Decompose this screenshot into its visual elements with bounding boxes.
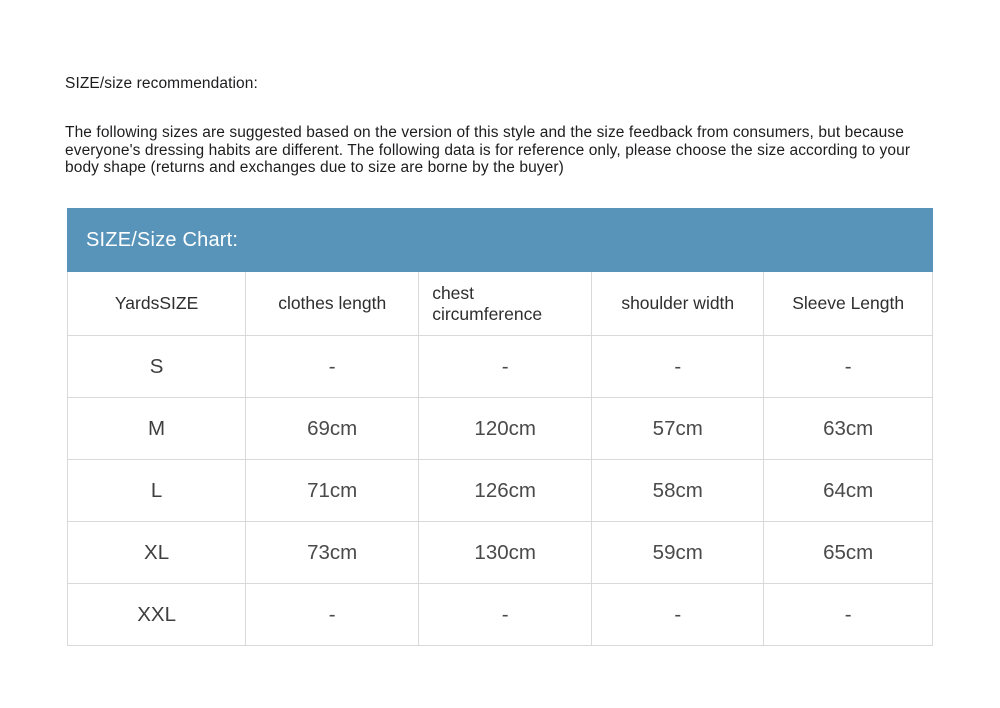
size-chart-title-bar: SIZE/Size Chart: <box>67 208 933 272</box>
chest-circumference-cell: 130cm <box>418 521 593 584</box>
chest-circumference-cell: 126cm <box>418 459 593 522</box>
size-chart-table: YardsSIZE clothes length chest circumfer… <box>66 272 933 646</box>
column-header-sleeve-length: Sleeve Length <box>763 272 933 336</box>
column-header-shoulder-width: shoulder width <box>591 272 765 336</box>
sleeve-length-cell: 64cm <box>763 459 933 522</box>
size-label-cell: S <box>66 335 247 398</box>
table-header-row: YardsSIZE clothes length chest circumfer… <box>66 272 933 336</box>
sleeve-length-cell: 63cm <box>763 397 933 460</box>
chest-circumference-cell: - <box>418 583 593 646</box>
shoulder-width-cell: - <box>591 583 765 646</box>
chest-circumference-cell: 120cm <box>418 397 593 460</box>
clothes-length-cell: - <box>245 583 420 646</box>
table-row-size-m: M 69cm 120cm 57cm 63cm <box>66 397 933 460</box>
shoulder-width-cell: - <box>591 335 765 398</box>
column-header-chest-circumference: chest circumference <box>418 272 593 336</box>
table-row-size-xl: XL 73cm 130cm 59cm 65cm <box>66 521 933 584</box>
sleeve-length-cell: - <box>763 335 933 398</box>
clothes-length-cell: 69cm <box>245 397 420 460</box>
chest-circumference-cell: - <box>418 335 593 398</box>
sleeve-length-cell: 65cm <box>763 521 933 584</box>
size-chart-title: SIZE/Size Chart: <box>86 228 239 251</box>
shoulder-width-cell: 58cm <box>591 459 765 522</box>
size-recommendation-heading: SIZE/size recommendation: <box>65 75 258 92</box>
size-label-cell: M <box>66 397 247 460</box>
column-header-clothes-length: clothes length <box>245 272 420 336</box>
table-row-size-s: S - - - - <box>66 335 933 398</box>
table-row-size-l: L 71cm 126cm 58cm 64cm <box>66 459 933 522</box>
size-label-cell: L <box>66 459 247 522</box>
shoulder-width-cell: 59cm <box>591 521 765 584</box>
clothes-length-cell: - <box>245 335 420 398</box>
table-row-size-xxl: XXL - - - - <box>66 583 933 646</box>
size-recommendation-description: The following sizes are suggested based … <box>65 124 911 176</box>
clothes-length-cell: 71cm <box>245 459 420 522</box>
size-label-cell: XXL <box>66 583 247 646</box>
clothes-length-cell: 73cm <box>245 521 420 584</box>
shoulder-width-cell: 57cm <box>591 397 765 460</box>
sleeve-length-cell: - <box>763 583 933 646</box>
size-label-cell: XL <box>66 521 247 584</box>
column-header-yards-size: YardsSIZE <box>66 272 247 336</box>
